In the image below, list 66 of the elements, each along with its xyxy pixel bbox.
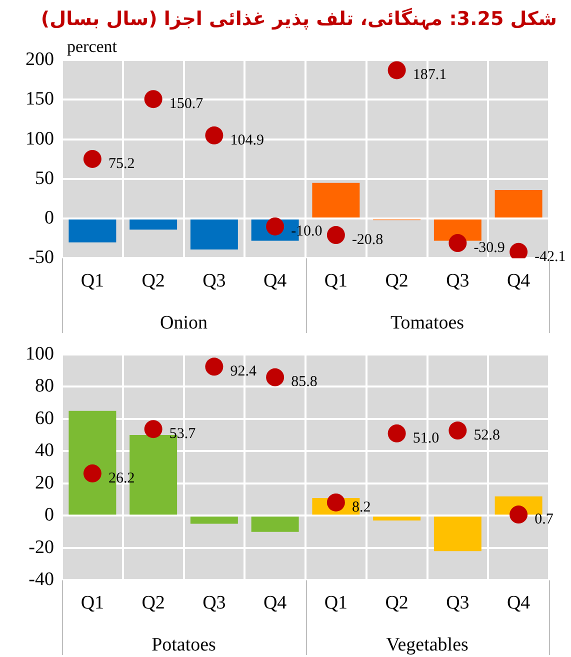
x-tick-label: Q2 [142,592,165,614]
data-label: 51.0 [412,430,440,446]
data-label: 85.8 [291,374,318,390]
x-tick-label: Q2 [385,270,408,292]
x-tick-label: Q3 [202,592,226,614]
point [144,90,162,108]
text: Onion [160,312,208,334]
chart-title: شکل 3.25: مہنگائی، تلف پذیر غذائی اجزا (سال بسال) [40,6,558,32]
point [83,150,102,168]
data-label: 53.7 [169,426,196,442]
point [83,464,102,482]
x-tick-label: Q1 [324,592,348,614]
y-tick-label: 0 [44,504,54,526]
point [266,368,284,386]
x-tick-label: Q4 [263,592,288,614]
y-tick-label: 100 [26,128,54,150]
y-tick-label: 50 [35,168,54,189]
data-label: 92.4 [230,364,257,380]
bar [373,516,421,521]
point [205,126,224,144]
data-label: 104.9 [230,132,264,148]
x-tick-label: Q3 [446,592,470,614]
text: Potatoes [152,634,216,656]
point [388,424,406,442]
y-tick-label: 0 [44,208,54,229]
y-tick-label: 80 [35,376,54,397]
x-tick-label: Q4 [506,270,531,292]
bar [190,516,238,524]
x-tick-label: Q1 [80,270,104,292]
x-tick-label: Q1 [80,592,104,614]
data-label: 150.7 [169,96,204,112]
point [326,493,345,512]
data-label: 0.7 [534,511,554,528]
data-label: -42.1 [534,248,566,265]
y-tick-label: -20 [28,536,54,558]
text: Tomatoes [390,312,464,334]
x-tick-label: Q3 [446,270,470,292]
y-tick-label: -50 [28,247,54,268]
data-label: -20.8 [352,232,384,248]
y-tick-label: 60 [35,408,54,429]
point [144,420,162,438]
x-tick-label: Q2 [142,270,165,292]
y-tick-label: 100 [26,343,54,364]
point [205,358,224,376]
data-label: 52.8 [474,427,500,444]
text: Vegetables [386,634,468,656]
data-label: 75.2 [108,156,135,172]
point [448,234,467,252]
data-label: -30.9 [474,240,505,256]
y-tick-label: 200 [26,48,54,70]
point [448,422,467,440]
x-tick-label: Q4 [506,592,531,614]
y-tick-label: -40 [28,569,54,590]
bar [434,516,482,552]
bar [251,516,299,532]
y-tick-label: 20 [35,472,54,494]
point [326,226,345,244]
y-tick-label: 40 [35,440,54,462]
x-tick-label: Q1 [324,270,348,292]
x-tick-label: Q3 [202,270,226,292]
y-axis-title: percent [66,36,118,56]
y-tick-label: 150 [26,88,54,110]
data-label: 187.1 [412,67,447,84]
x-tick-label: Q4 [263,270,288,292]
point [388,61,406,80]
x-tick-label: Q2 [385,592,408,614]
